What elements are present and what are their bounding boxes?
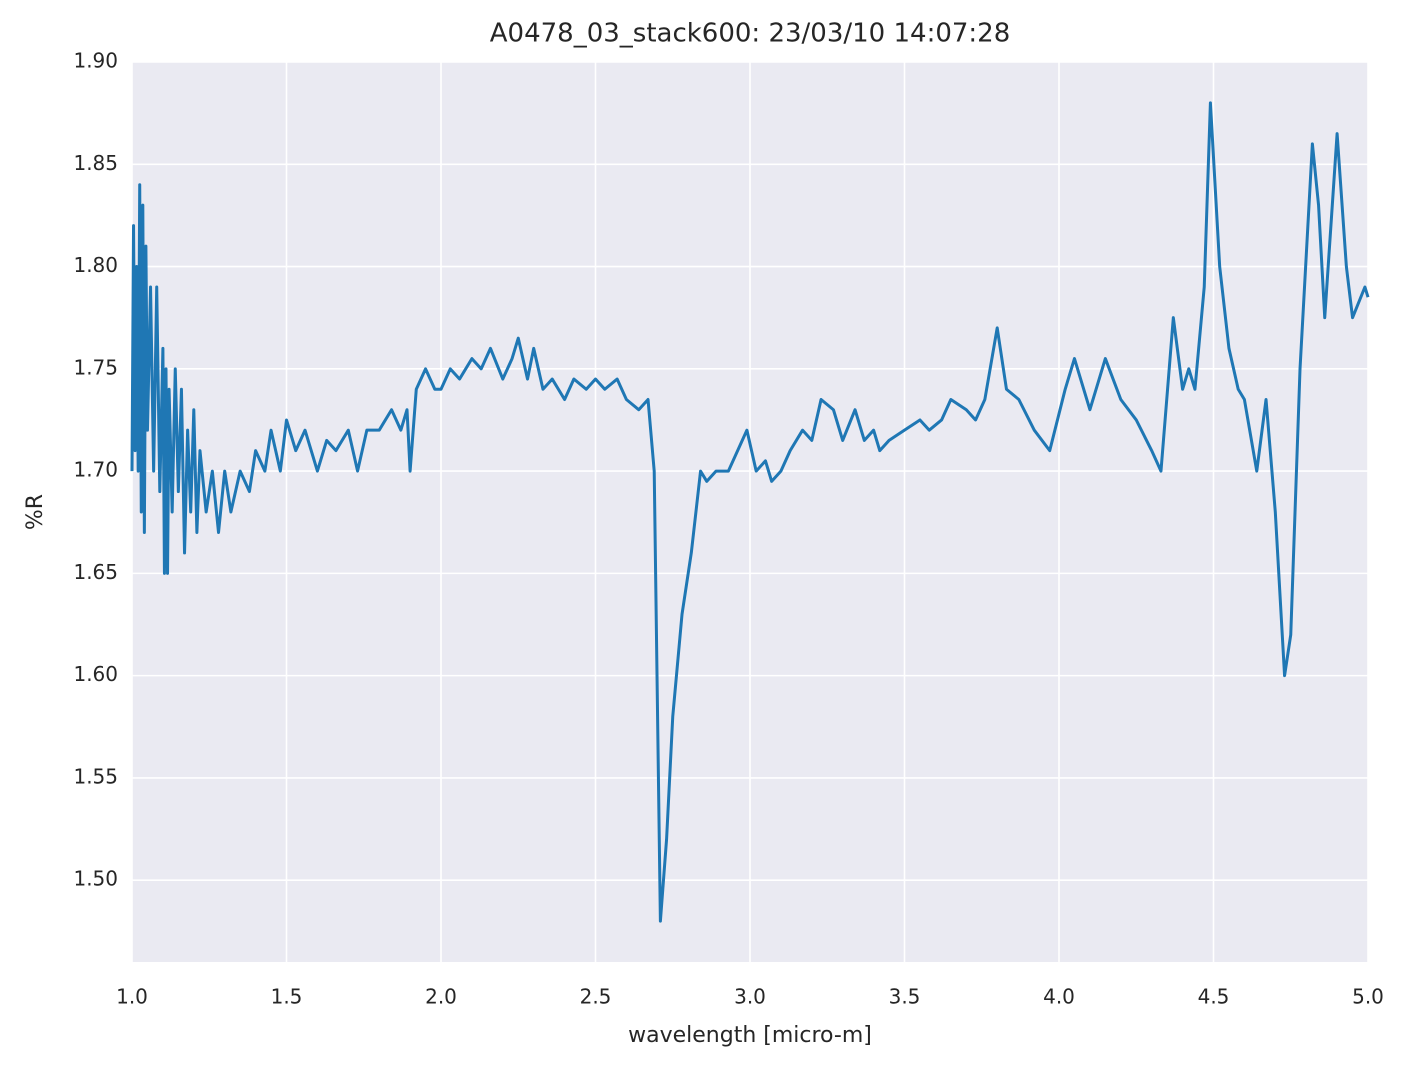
x-tick-label: 2.5 (580, 985, 612, 1009)
x-tick-label: 4.5 (1198, 985, 1230, 1009)
x-tick-label: 3.0 (734, 985, 766, 1009)
chart-title: A0478_03_stack600: 23/03/10 14:07:28 (490, 19, 1011, 49)
x-tick-label: 5.0 (1352, 985, 1384, 1009)
y-tick-label: 1.65 (73, 560, 118, 584)
x-tick-label: 1.5 (271, 985, 303, 1009)
y-tick-label: 1.60 (73, 662, 118, 686)
y-tick-label: 1.90 (73, 49, 118, 73)
x-tick-label: 4.0 (1043, 985, 1075, 1009)
y-tick-label: 1.50 (73, 867, 118, 891)
y-tick-label: 1.70 (73, 458, 118, 482)
y-axis-label: %R (23, 494, 48, 530)
data-line (130, 101, 1370, 923)
y-tick-label: 1.75 (73, 355, 118, 379)
y-tick-label: 1.55 (73, 764, 118, 788)
x-tick-label: 3.5 (889, 985, 921, 1009)
x-tick-label: 1.0 (116, 985, 148, 1009)
y-tick-label: 1.85 (73, 151, 118, 175)
x-tick-label: 2.0 (425, 985, 457, 1009)
x-axis-label: wavelength [micro-m] (628, 1023, 872, 1048)
y-tick-label: 1.80 (73, 253, 118, 277)
